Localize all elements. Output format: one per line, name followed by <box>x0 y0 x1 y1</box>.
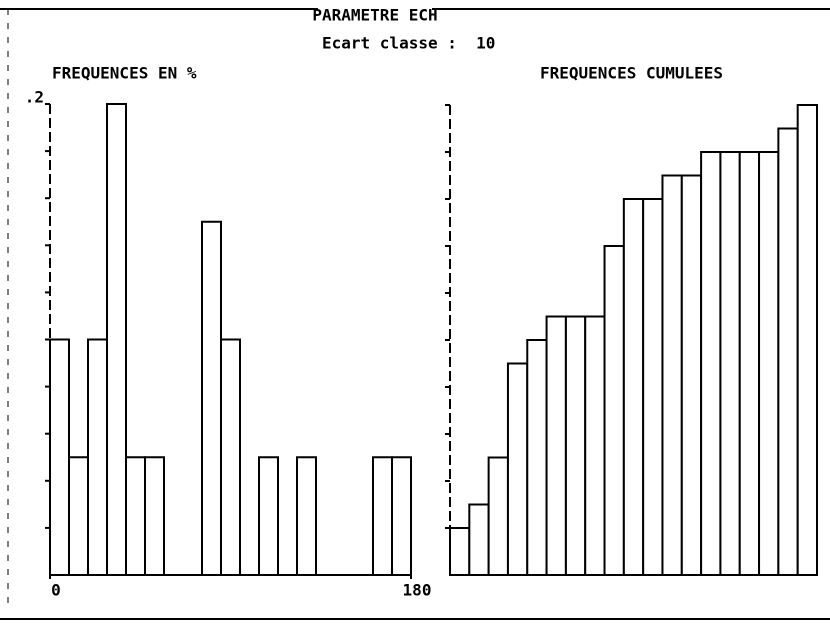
bar <box>506 362 529 576</box>
bar <box>738 151 761 576</box>
bar <box>68 456 89 576</box>
bar <box>125 456 146 576</box>
bar <box>622 198 645 576</box>
bar <box>796 104 818 576</box>
bar <box>700 151 722 576</box>
bar <box>296 456 317 576</box>
bar <box>642 198 664 576</box>
bar <box>564 315 587 576</box>
header-subtitle: Ecart classe : 10 <box>322 34 495 53</box>
chart-title: FREQUENCES EN % <box>52 64 197 83</box>
chart-title: FREQUENCES CUMULEES <box>540 64 723 83</box>
bar <box>144 456 165 576</box>
bar <box>603 245 625 576</box>
bar <box>719 151 741 576</box>
bar <box>661 174 683 576</box>
x-tick-label: 180 <box>403 581 432 600</box>
bar <box>372 456 393 576</box>
bar <box>106 103 127 576</box>
x-tick-label: 0 <box>51 581 61 600</box>
y-tick-label: .2 <box>25 88 44 107</box>
bar <box>391 456 412 576</box>
bar <box>777 127 799 576</box>
bar <box>220 338 241 576</box>
bar <box>545 315 567 576</box>
bar <box>584 315 606 576</box>
bar <box>449 527 471 576</box>
bar <box>526 339 548 576</box>
bar <box>468 503 490 576</box>
bar <box>49 338 70 576</box>
bar <box>680 174 703 576</box>
bar <box>258 456 279 576</box>
bar <box>201 220 222 576</box>
bar <box>487 456 509 576</box>
bar <box>758 151 780 576</box>
bar <box>87 338 108 576</box>
header-title: PARAMETRE ECH <box>312 6 437 25</box>
